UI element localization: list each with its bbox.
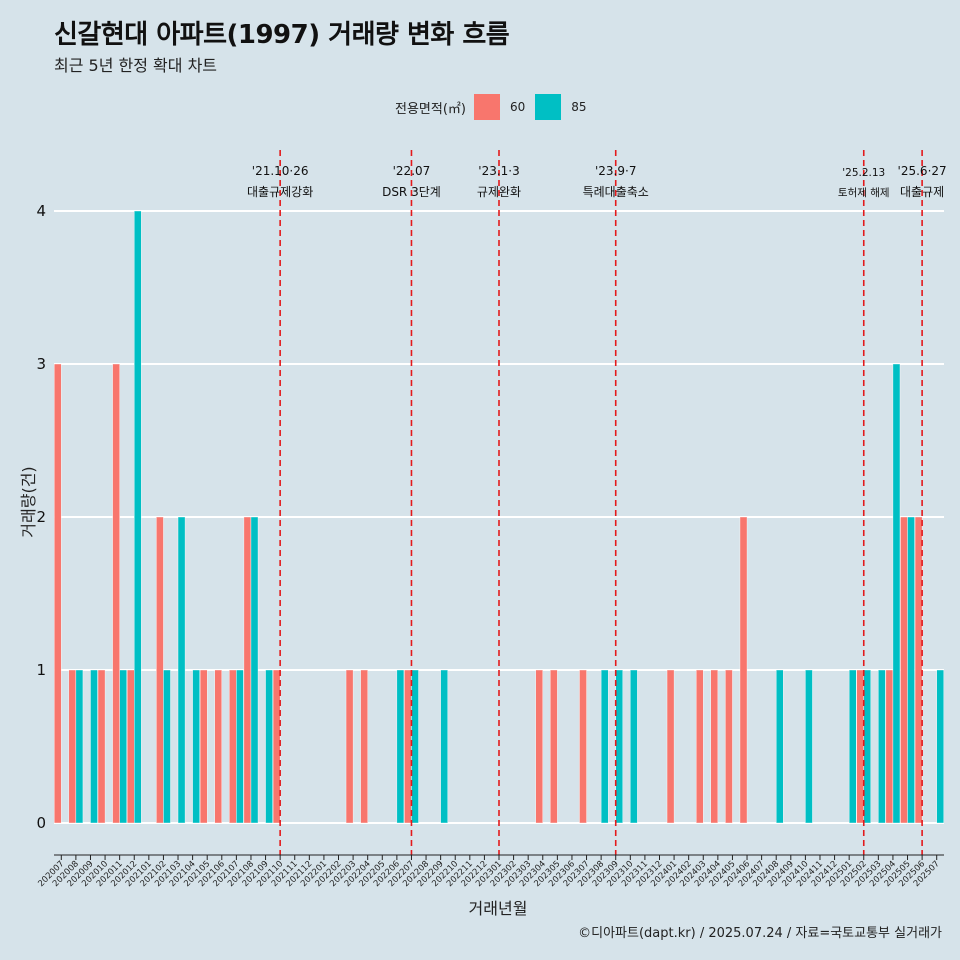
bar-60-202304 <box>535 669 543 824</box>
bar-60-202506 <box>914 516 923 824</box>
bar-60-202405 <box>725 669 733 824</box>
legend-swatch-85 <box>535 94 562 120</box>
bar-60-202502 <box>856 669 864 824</box>
legend-item-85: 85 <box>535 94 587 120</box>
bar-60-202011 <box>112 363 120 824</box>
annotation-label-202506: 대출규제 <box>900 185 944 199</box>
bar-85-202008 <box>75 669 84 824</box>
bar-60-202204 <box>360 669 368 824</box>
bar-60-202307 <box>579 669 587 824</box>
bar-85-202104 <box>192 669 200 824</box>
bar-60-202505 <box>900 516 908 824</box>
bar-60-202010 <box>97 669 106 824</box>
bar-85-202012 <box>134 210 142 824</box>
annotation-label-202502: 토허제 해제 <box>838 186 890 199</box>
source-caption: ©디아파트(dapt.kr) / 2025.07.24 / 자료=국토교통부 실… <box>578 926 942 941</box>
bar-60-202401 <box>666 669 675 824</box>
bar-85-202308 <box>600 669 609 824</box>
bar-60-202008 <box>68 669 77 824</box>
bar-85-202501 <box>848 669 857 824</box>
legend-label-85: 85 <box>571 100 587 114</box>
bar-85-202310 <box>630 669 638 824</box>
bar-85-202207 <box>411 669 419 824</box>
bar-85-202309 <box>615 669 623 824</box>
annotation-date-202207: '22.07 <box>393 164 431 178</box>
bar-60-202504 <box>885 669 894 824</box>
bar-85-202209 <box>440 669 448 824</box>
legend: 전용면적(㎡) 60 85 <box>395 92 597 122</box>
bar-85-202503 <box>878 669 886 824</box>
bar-60-202108 <box>243 516 252 824</box>
chart-subtitle: 최근 5년 한정 확대 차트 <box>54 56 218 75</box>
bar-60-202007 <box>54 363 62 824</box>
bar-60-202305 <box>550 669 558 824</box>
bar-85-202410 <box>805 669 813 824</box>
bar-85-202206 <box>396 669 405 824</box>
bar-60-202406 <box>739 516 748 824</box>
y-axis-title: 거래량(건) <box>19 466 38 537</box>
bar-60-202207 <box>404 669 412 824</box>
bar-85-202507 <box>936 669 944 824</box>
bar-85-202107 <box>236 669 244 824</box>
chart-title: 신갈현대 아파트(1997) 거래량 변화 흐름 <box>54 20 510 50</box>
bar-85-202505 <box>907 516 915 824</box>
bar-60-202110 <box>272 669 281 824</box>
bar-85-202109 <box>265 669 273 824</box>
bar-60-202106 <box>214 669 222 824</box>
legend-swatch-60 <box>473 94 500 120</box>
annotation-date-202301: '23.1·3 <box>478 164 519 178</box>
legend-item-60: 60 <box>473 94 526 120</box>
y-tick-label: 4 <box>36 202 46 220</box>
bar-85-202103 <box>177 516 186 824</box>
annotation-label-202301: 규제완화 <box>477 185 521 199</box>
bar-85-202504 <box>892 363 901 824</box>
annotation-label-202309: 특례대출축소 <box>583 185 649 199</box>
bar-85-202108 <box>250 516 259 824</box>
legend-label-60: 60 <box>509 100 526 114</box>
legend-title: 전용면적(㎡) <box>395 101 466 117</box>
y-tick-label: 1 <box>36 661 46 679</box>
y-tick-label: 2 <box>36 508 46 526</box>
annotation-label-202207: DSR 3단계 <box>382 185 441 199</box>
annotation-date-202502: '25.2.13 <box>842 167 885 179</box>
bar-60-202107 <box>229 669 237 824</box>
bar-85-202009 <box>90 669 98 824</box>
annotation-label-202110: 대출규제강화 <box>247 185 313 199</box>
bar-85-202011 <box>119 669 127 824</box>
bar-60-202012 <box>126 669 135 824</box>
annotation-date-202506: '25.6·27 <box>898 164 947 178</box>
bar-60-202102 <box>156 516 164 824</box>
bar-60-202105 <box>199 669 208 824</box>
x-axis-title: 거래년월 <box>469 899 528 918</box>
bar-60-202403 <box>696 669 704 824</box>
bar-85-202408 <box>776 669 784 824</box>
y-tick-label: 0 <box>36 814 46 832</box>
bar-85-202102 <box>163 669 171 824</box>
annotation-date-202110: '21.10·26 <box>252 164 309 178</box>
bar-60-202203 <box>345 669 354 824</box>
y-tick-label: 3 <box>36 355 46 373</box>
bar-60-202404 <box>710 669 719 824</box>
bar-85-202502 <box>863 669 872 824</box>
annotation-date-202309: '23.9·7 <box>595 164 636 178</box>
